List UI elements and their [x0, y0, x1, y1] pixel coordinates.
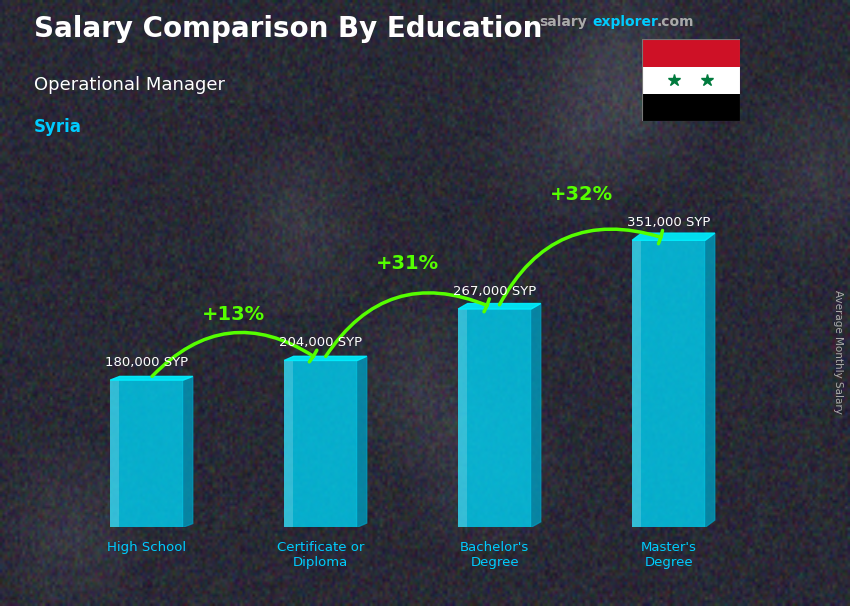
Polygon shape [284, 356, 366, 361]
Text: salary: salary [540, 15, 587, 29]
Bar [458, 309, 467, 527]
Bar [632, 241, 706, 527]
Bar [284, 361, 293, 527]
Text: 267,000 SYP: 267,000 SYP [453, 285, 536, 298]
Polygon shape [632, 233, 715, 241]
Text: Average Monthly Salary: Average Monthly Salary [833, 290, 843, 413]
Bar [642, 67, 740, 94]
Polygon shape [531, 304, 541, 527]
Polygon shape [706, 233, 715, 527]
Polygon shape [110, 376, 193, 380]
Bar [632, 241, 641, 527]
Text: Syria: Syria [34, 118, 82, 136]
Polygon shape [357, 356, 366, 527]
Bar [110, 380, 184, 527]
Bar [642, 39, 740, 67]
Text: 180,000 SYP: 180,000 SYP [105, 356, 188, 369]
Bar [110, 380, 119, 527]
Text: Salary Comparison By Education: Salary Comparison By Education [34, 15, 542, 43]
Bar [284, 361, 357, 527]
Text: explorer: explorer [592, 15, 658, 29]
Text: 351,000 SYP: 351,000 SYP [627, 216, 711, 229]
Text: +32%: +32% [550, 185, 613, 204]
Text: .com: .com [656, 15, 694, 29]
Bar [458, 309, 531, 527]
Polygon shape [458, 304, 541, 309]
Text: +31%: +31% [377, 254, 439, 273]
Bar [642, 94, 740, 121]
Polygon shape [184, 376, 193, 527]
Text: +13%: +13% [202, 305, 265, 324]
Text: Operational Manager: Operational Manager [34, 76, 225, 94]
Text: 204,000 SYP: 204,000 SYP [279, 336, 362, 349]
